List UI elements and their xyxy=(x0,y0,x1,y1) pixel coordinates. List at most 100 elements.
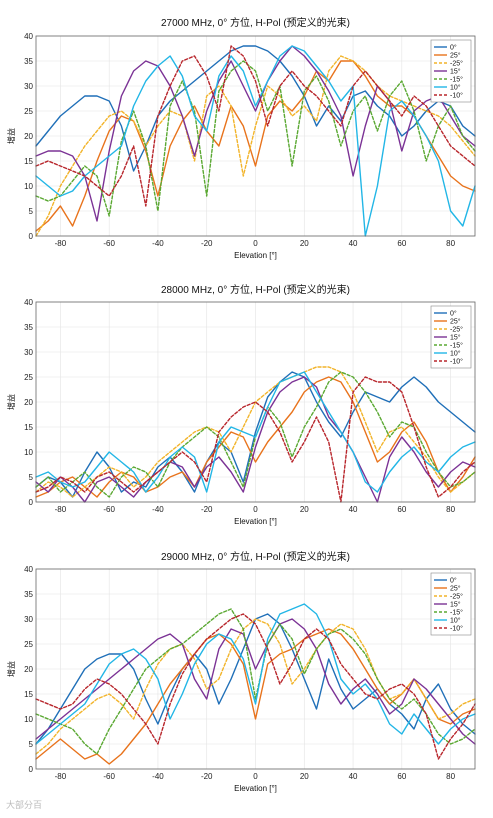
y-tick-label: 5 xyxy=(29,740,34,749)
x-tick-label: 0 xyxy=(253,239,258,248)
y-tick-label: 40 xyxy=(24,32,33,41)
chart-3: -80 -60 -40 -20 0 20 40 60 80 0 5 10 15 20 25 30 35 40 290… xyxy=(6,550,476,793)
legend-label--25: -25° xyxy=(450,593,463,601)
series-line--25 xyxy=(35,366,476,498)
y-tick-label: 0 xyxy=(29,232,34,241)
x-tick-label: -20 xyxy=(201,772,213,781)
y-tick-label: 35 xyxy=(24,590,33,599)
series-line-25 xyxy=(35,376,476,498)
x-tick-label: -80 xyxy=(55,239,67,248)
y-tick-label: 30 xyxy=(24,615,33,624)
y-tick-label: 10 xyxy=(24,182,33,191)
legend-label-10: 10° xyxy=(450,617,461,625)
y-tick-label: 5 xyxy=(29,473,34,482)
y-tick-label: 15 xyxy=(24,690,33,699)
y-tick-label: 30 xyxy=(24,348,33,357)
series-line-25 xyxy=(35,60,476,232)
legend-label--25: -25° xyxy=(450,60,463,68)
series-line-10 xyxy=(35,371,476,493)
legend-label--15: -15° xyxy=(450,76,463,84)
series-line--15 xyxy=(35,60,476,217)
watermark: 大部分百 xyxy=(6,800,43,810)
legend-label--10: -10° xyxy=(450,92,463,100)
legend-label--25: -25° xyxy=(450,326,463,334)
y-axis-label: 增益 xyxy=(6,661,16,677)
x-tick-label: -20 xyxy=(201,239,213,248)
series-line--10 xyxy=(35,613,476,760)
legend-label-25: 25° xyxy=(450,585,461,593)
x-tick-label: 40 xyxy=(349,772,358,781)
y-tick-label: 40 xyxy=(24,298,33,307)
y-tick-label: 0 xyxy=(29,765,34,774)
x-axis-label: Elevation [°] xyxy=(234,517,277,526)
y-axis-label: 增益 xyxy=(6,128,16,144)
legend-label-0: 0° xyxy=(450,577,457,585)
x-tick-label: 80 xyxy=(446,772,455,781)
y-tick-label: 35 xyxy=(24,323,33,332)
axes-frame xyxy=(35,35,476,237)
chart-title: 28000 MHz, 0° 方位, H-Pol (预定义的光束) xyxy=(161,283,350,296)
legend-label--15: -15° xyxy=(450,342,463,350)
x-tick-label: 80 xyxy=(446,505,455,514)
legend-label--10: -10° xyxy=(450,625,463,633)
x-tick-label: -60 xyxy=(103,505,115,514)
x-tick-label: -60 xyxy=(103,239,115,248)
axes-frame xyxy=(35,301,476,503)
legend-label-10: 10° xyxy=(450,350,461,358)
x-tick-label: 20 xyxy=(300,772,309,781)
y-tick-label: 15 xyxy=(24,157,33,166)
legend-label--15: -15° xyxy=(450,609,463,617)
legend: 0°25°-25°15°-15°10°-10° xyxy=(430,572,472,636)
x-tick-label: 80 xyxy=(446,239,455,248)
x-tick-label: 0 xyxy=(253,772,258,781)
x-tick-label: -80 xyxy=(55,505,67,514)
legend-label-25: 25° xyxy=(450,318,461,326)
y-tick-label: 20 xyxy=(24,132,33,141)
chart-title: 29000 MHz, 0° 方位, H-Pol (预定义的光束) xyxy=(161,550,350,563)
x-tick-label: -80 xyxy=(55,772,67,781)
y-tick-label: 30 xyxy=(24,82,33,91)
x-tick-label: 40 xyxy=(349,505,358,514)
chart-1: -80 -60 -40 -20 0 20 40 60 80 0 5 10 15 20 25 30 35 40 270… xyxy=(6,16,476,260)
series-line--15 xyxy=(35,608,476,755)
series-line-15 xyxy=(35,618,476,745)
y-tick-label: 25 xyxy=(24,107,33,116)
x-tick-label: -20 xyxy=(201,505,213,514)
series-line-15 xyxy=(35,45,476,222)
legend-label-10: 10° xyxy=(450,84,461,92)
y-tick-label: 15 xyxy=(24,423,33,432)
x-tick-label: 40 xyxy=(349,239,358,248)
legend-label-0: 0° xyxy=(450,310,457,318)
y-tick-label: 10 xyxy=(24,715,33,724)
y-tick-label: 0 xyxy=(29,498,34,507)
y-tick-label: 25 xyxy=(24,640,33,649)
y-tick-label: 10 xyxy=(24,448,33,457)
x-tick-label: 20 xyxy=(300,239,309,248)
legend: 0°25°-25°15°-15°10°-10° xyxy=(430,39,472,103)
x-tick-label: 60 xyxy=(397,239,406,248)
series-line-10 xyxy=(35,603,476,745)
legend-label-15: 15° xyxy=(450,334,461,342)
y-tick-label: 20 xyxy=(24,665,33,674)
series-line-15 xyxy=(35,376,476,503)
legend-label-15: 15° xyxy=(450,601,461,609)
x-tick-label: 0 xyxy=(253,505,258,514)
series-line--10 xyxy=(35,376,476,503)
x-tick-label: -40 xyxy=(152,239,164,248)
y-tick-label: 5 xyxy=(29,207,34,216)
x-axis-label: Elevation [°] xyxy=(234,251,277,260)
x-tick-label: 60 xyxy=(397,772,406,781)
axes-frame xyxy=(35,568,476,770)
y-tick-label: 40 xyxy=(24,565,33,574)
x-tick-label: -60 xyxy=(103,772,115,781)
series-line--10 xyxy=(35,45,476,207)
y-tick-label: 35 xyxy=(24,57,33,66)
y-axis-label: 增益 xyxy=(6,394,16,410)
x-tick-label: 20 xyxy=(300,505,309,514)
x-tick-label: -40 xyxy=(152,505,164,514)
legend: 0°25°-25°15°-15°10°-10° xyxy=(430,305,472,369)
legend-label-25: 25° xyxy=(450,52,461,60)
x-tick-label: 60 xyxy=(397,505,406,514)
legend-label--10: -10° xyxy=(450,358,463,366)
